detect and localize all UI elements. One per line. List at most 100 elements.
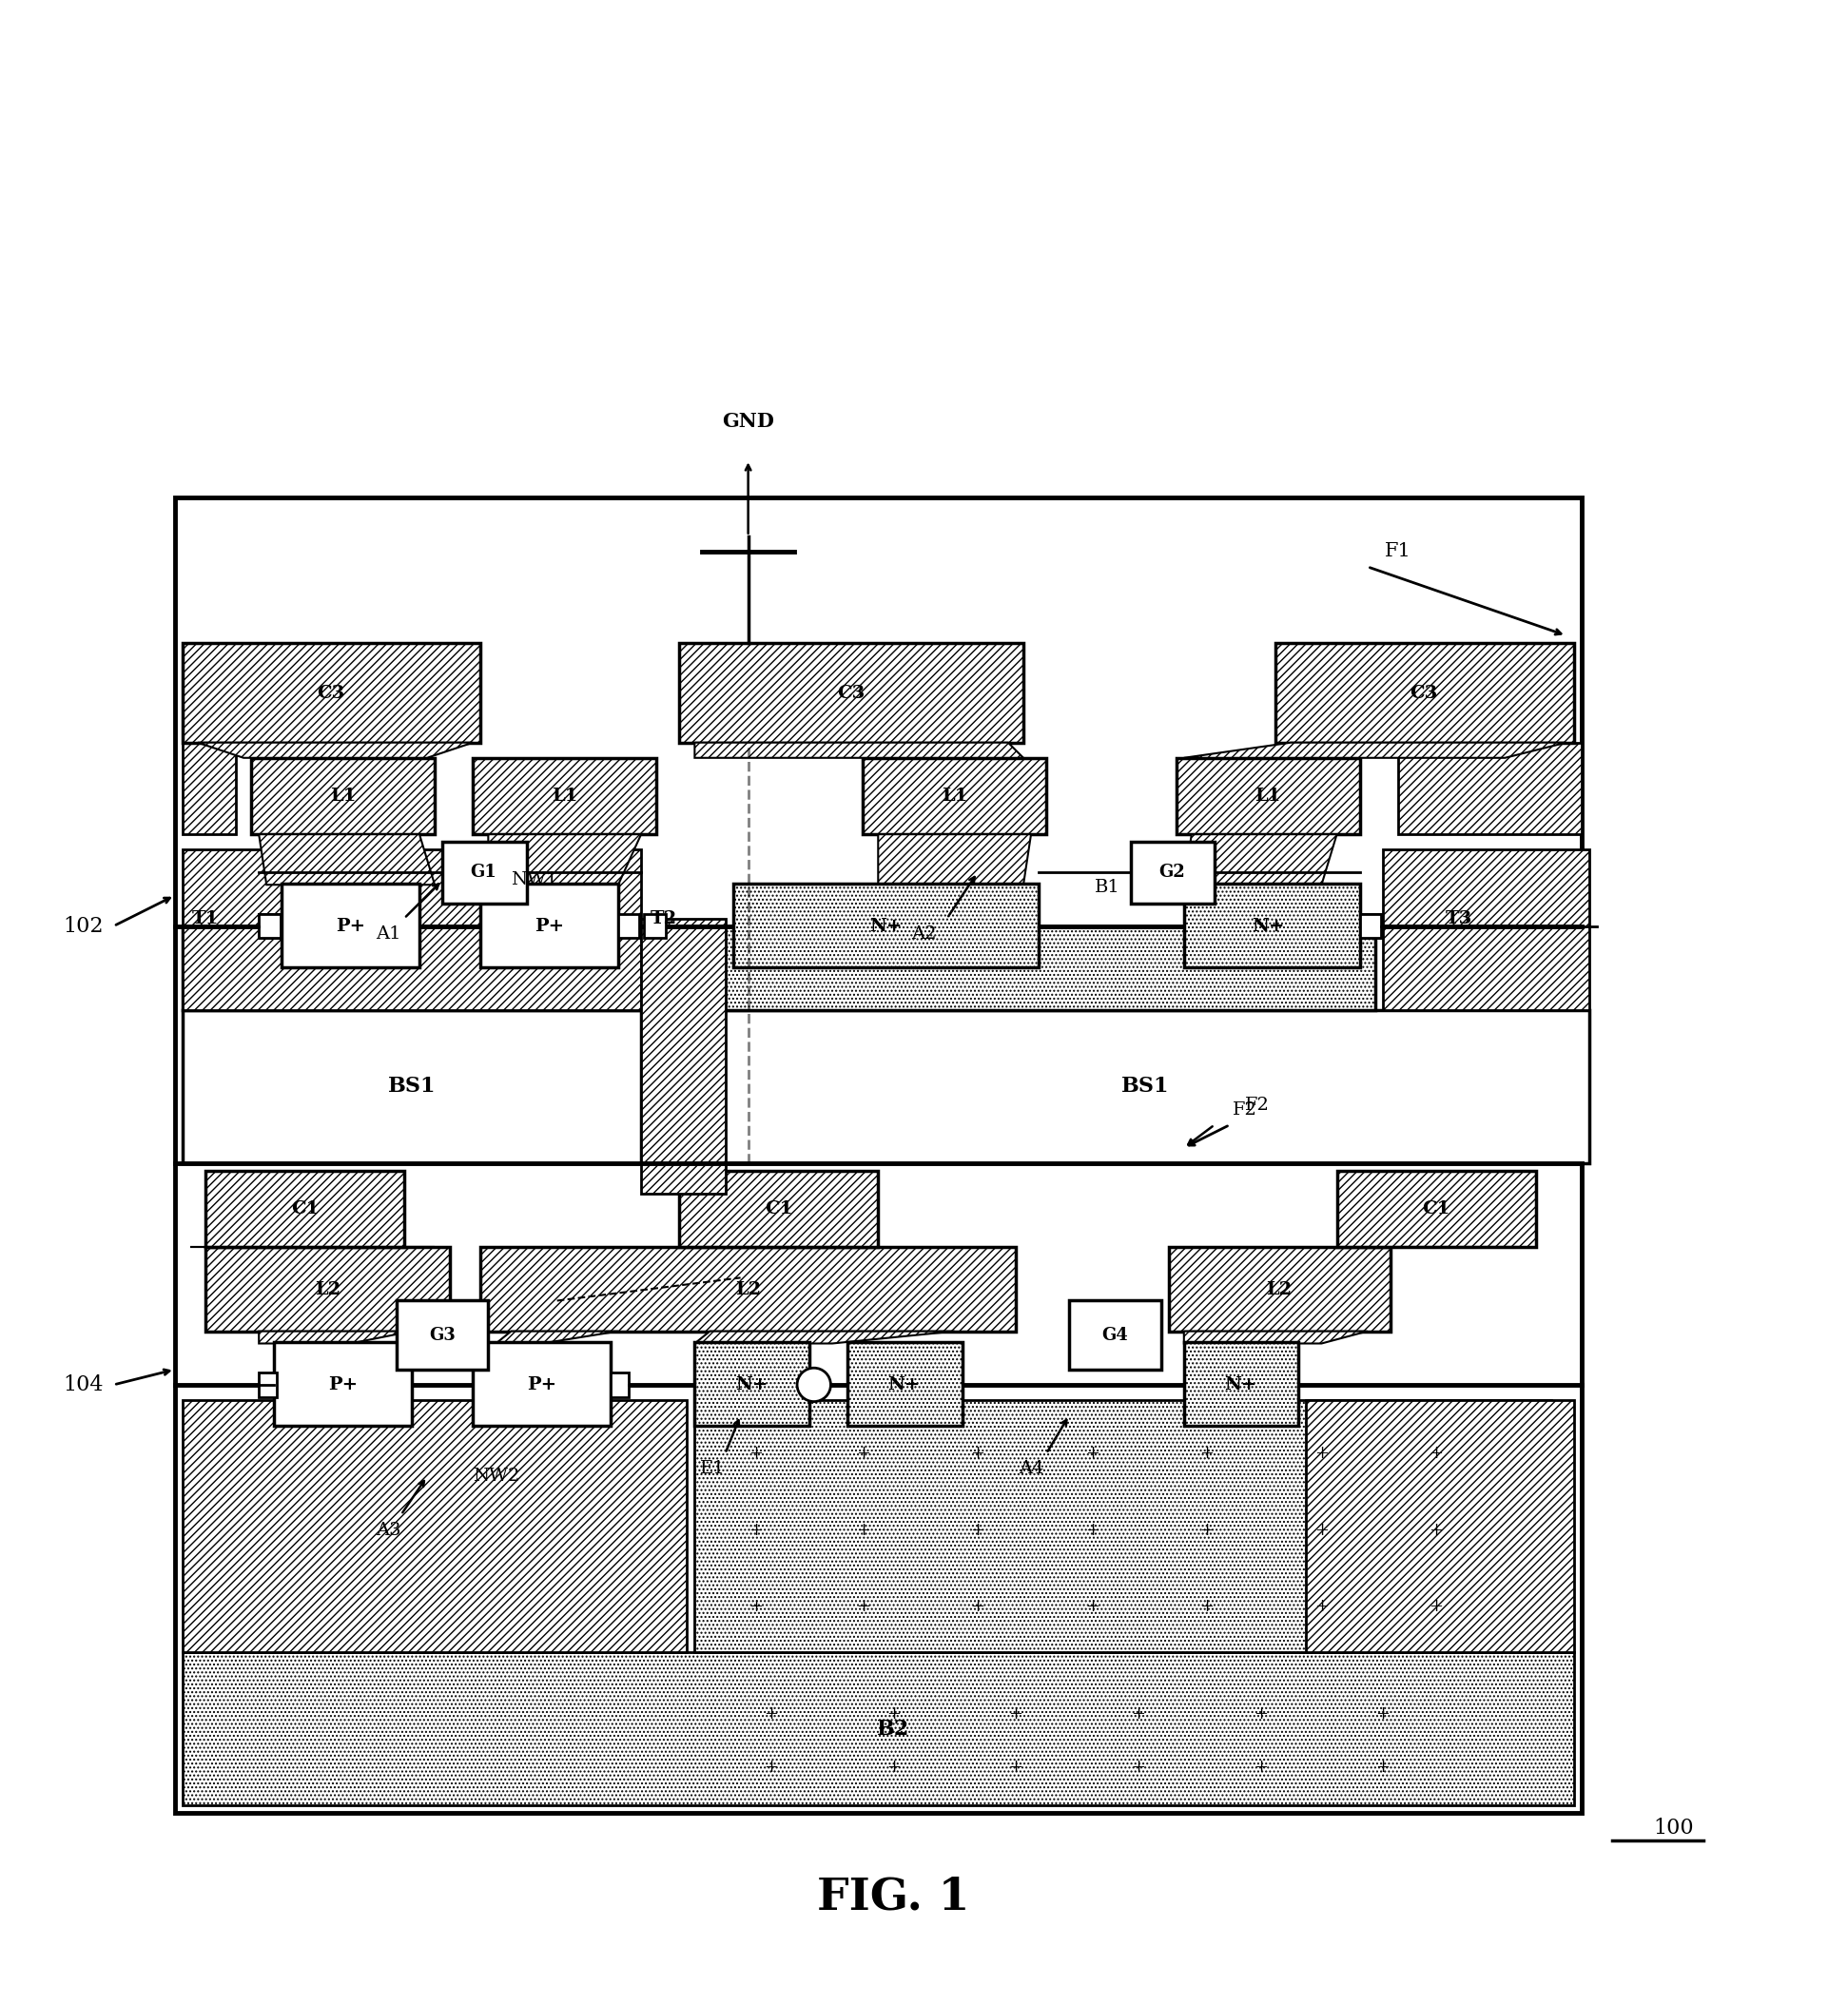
Bar [695, 1399, 1550, 1652]
Bar [734, 884, 1039, 966]
Text: L1: L1 [942, 788, 968, 804]
Text: +: + [1314, 1446, 1329, 1462]
Polygon shape [1185, 834, 1336, 884]
Text: N+: N+ [887, 1375, 920, 1393]
Text: +: + [1085, 1446, 1100, 1462]
Text: G3: G3 [429, 1327, 456, 1345]
Text: +: + [1131, 1758, 1146, 1776]
Bar [680, 1171, 878, 1247]
Text: C3: C3 [837, 686, 865, 702]
Text: NW1: NW1 [510, 872, 558, 888]
Bar [680, 644, 1024, 742]
Text: +: + [856, 1598, 870, 1616]
Text: +: + [970, 1598, 985, 1616]
Bar [1131, 842, 1214, 902]
Text: +: + [856, 1522, 870, 1538]
Text: +: + [1199, 1446, 1214, 1462]
Text: L1: L1 [553, 788, 578, 804]
Text: L1: L1 [1255, 788, 1281, 804]
Bar [183, 926, 641, 1011]
Bar [610, 1373, 628, 1397]
Bar [473, 758, 656, 834]
Text: G4: G4 [1101, 1327, 1129, 1345]
Bar [176, 497, 1582, 1813]
Polygon shape [259, 1331, 412, 1343]
Bar [1397, 742, 1582, 834]
Text: P+: P+ [336, 918, 366, 934]
Text: +: + [763, 1704, 778, 1722]
Text: C1: C1 [1423, 1201, 1451, 1217]
Bar [863, 758, 1046, 834]
Polygon shape [259, 834, 434, 884]
Text: +: + [1009, 1758, 1024, 1776]
Polygon shape [878, 834, 1031, 884]
Text: +: + [1429, 1446, 1443, 1462]
Bar [645, 914, 665, 938]
Bar [1336, 1171, 1536, 1247]
Bar [480, 884, 619, 966]
Text: F1: F1 [1384, 543, 1412, 561]
Bar [1070, 1301, 1161, 1369]
Text: +: + [1375, 1758, 1390, 1776]
Text: +: + [887, 1758, 900, 1776]
Text: +: + [748, 1446, 763, 1462]
Text: 102: 102 [63, 916, 103, 936]
Text: +: + [887, 1704, 900, 1722]
Text: L1: L1 [331, 788, 357, 804]
Text: BS1: BS1 [388, 1077, 436, 1097]
Text: +: + [1009, 1704, 1024, 1722]
Text: C3: C3 [1410, 686, 1438, 702]
Text: A4: A4 [1018, 1460, 1044, 1478]
Bar [848, 1341, 963, 1426]
Bar [397, 1301, 488, 1369]
Text: T2: T2 [650, 910, 678, 926]
Bar [619, 914, 639, 938]
Text: G1: G1 [471, 864, 497, 880]
Bar [641, 918, 724, 1193]
Text: N+: N+ [869, 918, 902, 934]
Text: +: + [763, 1758, 778, 1776]
Text: +: + [1429, 1598, 1443, 1616]
Text: N+: N+ [1223, 1375, 1257, 1393]
Text: G2: G2 [1159, 864, 1185, 880]
Polygon shape [198, 742, 473, 758]
Text: +: + [1085, 1522, 1100, 1538]
Text: +: + [1314, 1522, 1329, 1538]
Text: +: + [1314, 1598, 1329, 1616]
Bar [251, 758, 434, 834]
Bar [183, 1399, 687, 1652]
Text: P+: P+ [527, 1375, 556, 1393]
Bar [442, 842, 527, 902]
Ellipse shape [796, 1367, 832, 1401]
Bar [259, 914, 281, 938]
Bar [1307, 1399, 1574, 1652]
Text: +: + [1429, 1522, 1443, 1538]
Bar [1275, 644, 1574, 742]
Polygon shape [1185, 1331, 1368, 1343]
Text: L2: L2 [1266, 1281, 1292, 1299]
Text: E1: E1 [700, 1460, 726, 1478]
Bar [274, 1341, 412, 1426]
Bar [183, 644, 480, 742]
Bar [480, 1247, 1016, 1331]
Text: T1: T1 [192, 910, 218, 926]
Bar [717, 926, 1375, 1011]
Text: C1: C1 [290, 1201, 318, 1217]
Bar [1360, 914, 1380, 938]
Bar [205, 1171, 405, 1247]
Text: A3: A3 [377, 1522, 401, 1538]
Text: 104: 104 [63, 1373, 103, 1395]
Bar [717, 1011, 1589, 1163]
Text: A2: A2 [911, 924, 937, 942]
Text: T3: T3 [1445, 910, 1473, 926]
Text: N+: N+ [736, 1375, 767, 1393]
Text: 100: 100 [1652, 1819, 1693, 1839]
Text: B2: B2 [878, 1718, 909, 1738]
Bar [259, 1373, 277, 1397]
Polygon shape [495, 1331, 619, 1343]
Text: C1: C1 [765, 1201, 793, 1217]
Bar [695, 1341, 809, 1426]
Bar [183, 850, 641, 1011]
Polygon shape [1185, 742, 1565, 758]
Text: +: + [856, 1446, 870, 1462]
